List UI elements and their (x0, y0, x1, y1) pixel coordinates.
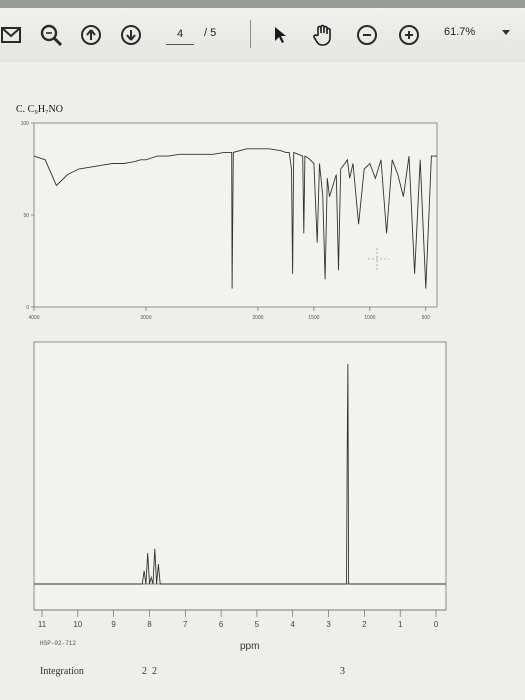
ir-chart-frame (33, 122, 438, 308)
nmr-x-tick-label: 2 (362, 620, 367, 629)
ir-x-tick-label: 4000 (28, 315, 39, 321)
page-total: / 5 (204, 27, 217, 39)
zoom-out-icon[interactable] (356, 24, 378, 46)
ir-y-tick-label: 0 (26, 305, 29, 311)
nmr-x-tick-label: 11 (38, 620, 47, 629)
nmr-code: HSP-02-712 (40, 640, 77, 647)
window-top-strip (0, 0, 525, 8)
nmr-x-tick-label: 9 (111, 620, 116, 629)
nmr-x-tick-label: 1 (398, 620, 403, 629)
ir-x-tick-label: 500 (422, 315, 431, 321)
pointer-icon[interactable] (270, 24, 292, 46)
chevron-down-icon[interactable] (502, 30, 510, 35)
nmr-x-ticks: 11 10 9 8 7 6 5 4 3 2 1 0 (34, 609, 446, 629)
nmr-x-tick-label: 6 (219, 620, 224, 629)
hand-icon[interactable] (312, 24, 334, 46)
ir-x-tick-label: 2000 (252, 315, 263, 321)
ir-y-ticks: 0 50 100 (21, 121, 34, 311)
nmr-axis-label: ppm (240, 641, 260, 652)
ir-x-ticks: 4000 3000 2000 1500 1000 500 (28, 307, 430, 321)
nmr-chart-frame (33, 341, 447, 611)
ir-y-tick-label: 50 (23, 213, 29, 219)
integration-value: 2 (152, 666, 157, 677)
nmr-x-tick-label: 7 (183, 620, 188, 629)
integration-value: 3 (340, 666, 345, 677)
nmr-x-tick-label: 4 (291, 620, 296, 629)
ir-spectrum-line (33, 148, 437, 289)
ir-x-tick-label: 1000 (364, 315, 375, 321)
zoom-in-icon[interactable] (398, 24, 420, 46)
zoom-search-icon[interactable] (40, 24, 62, 46)
page-number-input[interactable] (166, 24, 194, 45)
nmr-x-tick-label: 3 (326, 620, 331, 629)
ir-x-tick-label: 3000 (140, 315, 151, 321)
toolbar-separator (250, 20, 251, 48)
compound-formula: C. C₉H₇NO (16, 104, 63, 115)
integration-value: 2 (142, 666, 147, 677)
pdf-toolbar: / 5 61.7% (0, 0, 525, 63)
next-page-icon[interactable] (120, 24, 142, 46)
document-page: C. C₉H₇NO 4000 3000 2000 1500 1000 500 0 50 100… (0, 62, 525, 700)
zoom-level[interactable]: 61.7% (444, 26, 476, 38)
mail-icon[interactable] (0, 24, 22, 46)
nmr-x-tick-label: 0 (434, 620, 439, 629)
nmr-spectrum-line (34, 363, 446, 585)
prev-page-icon[interactable] (80, 24, 102, 46)
nmr-x-tick-label: 5 (255, 620, 260, 629)
ir-y-tick-label: 100 (21, 121, 30, 127)
nmr-x-tick-label: 10 (73, 620, 82, 629)
crosshair-cursor (368, 248, 389, 270)
integration-label: Integration (40, 666, 84, 677)
nmr-x-tick-label: 8 (147, 620, 152, 629)
ir-x-tick-label: 1500 (308, 315, 319, 321)
